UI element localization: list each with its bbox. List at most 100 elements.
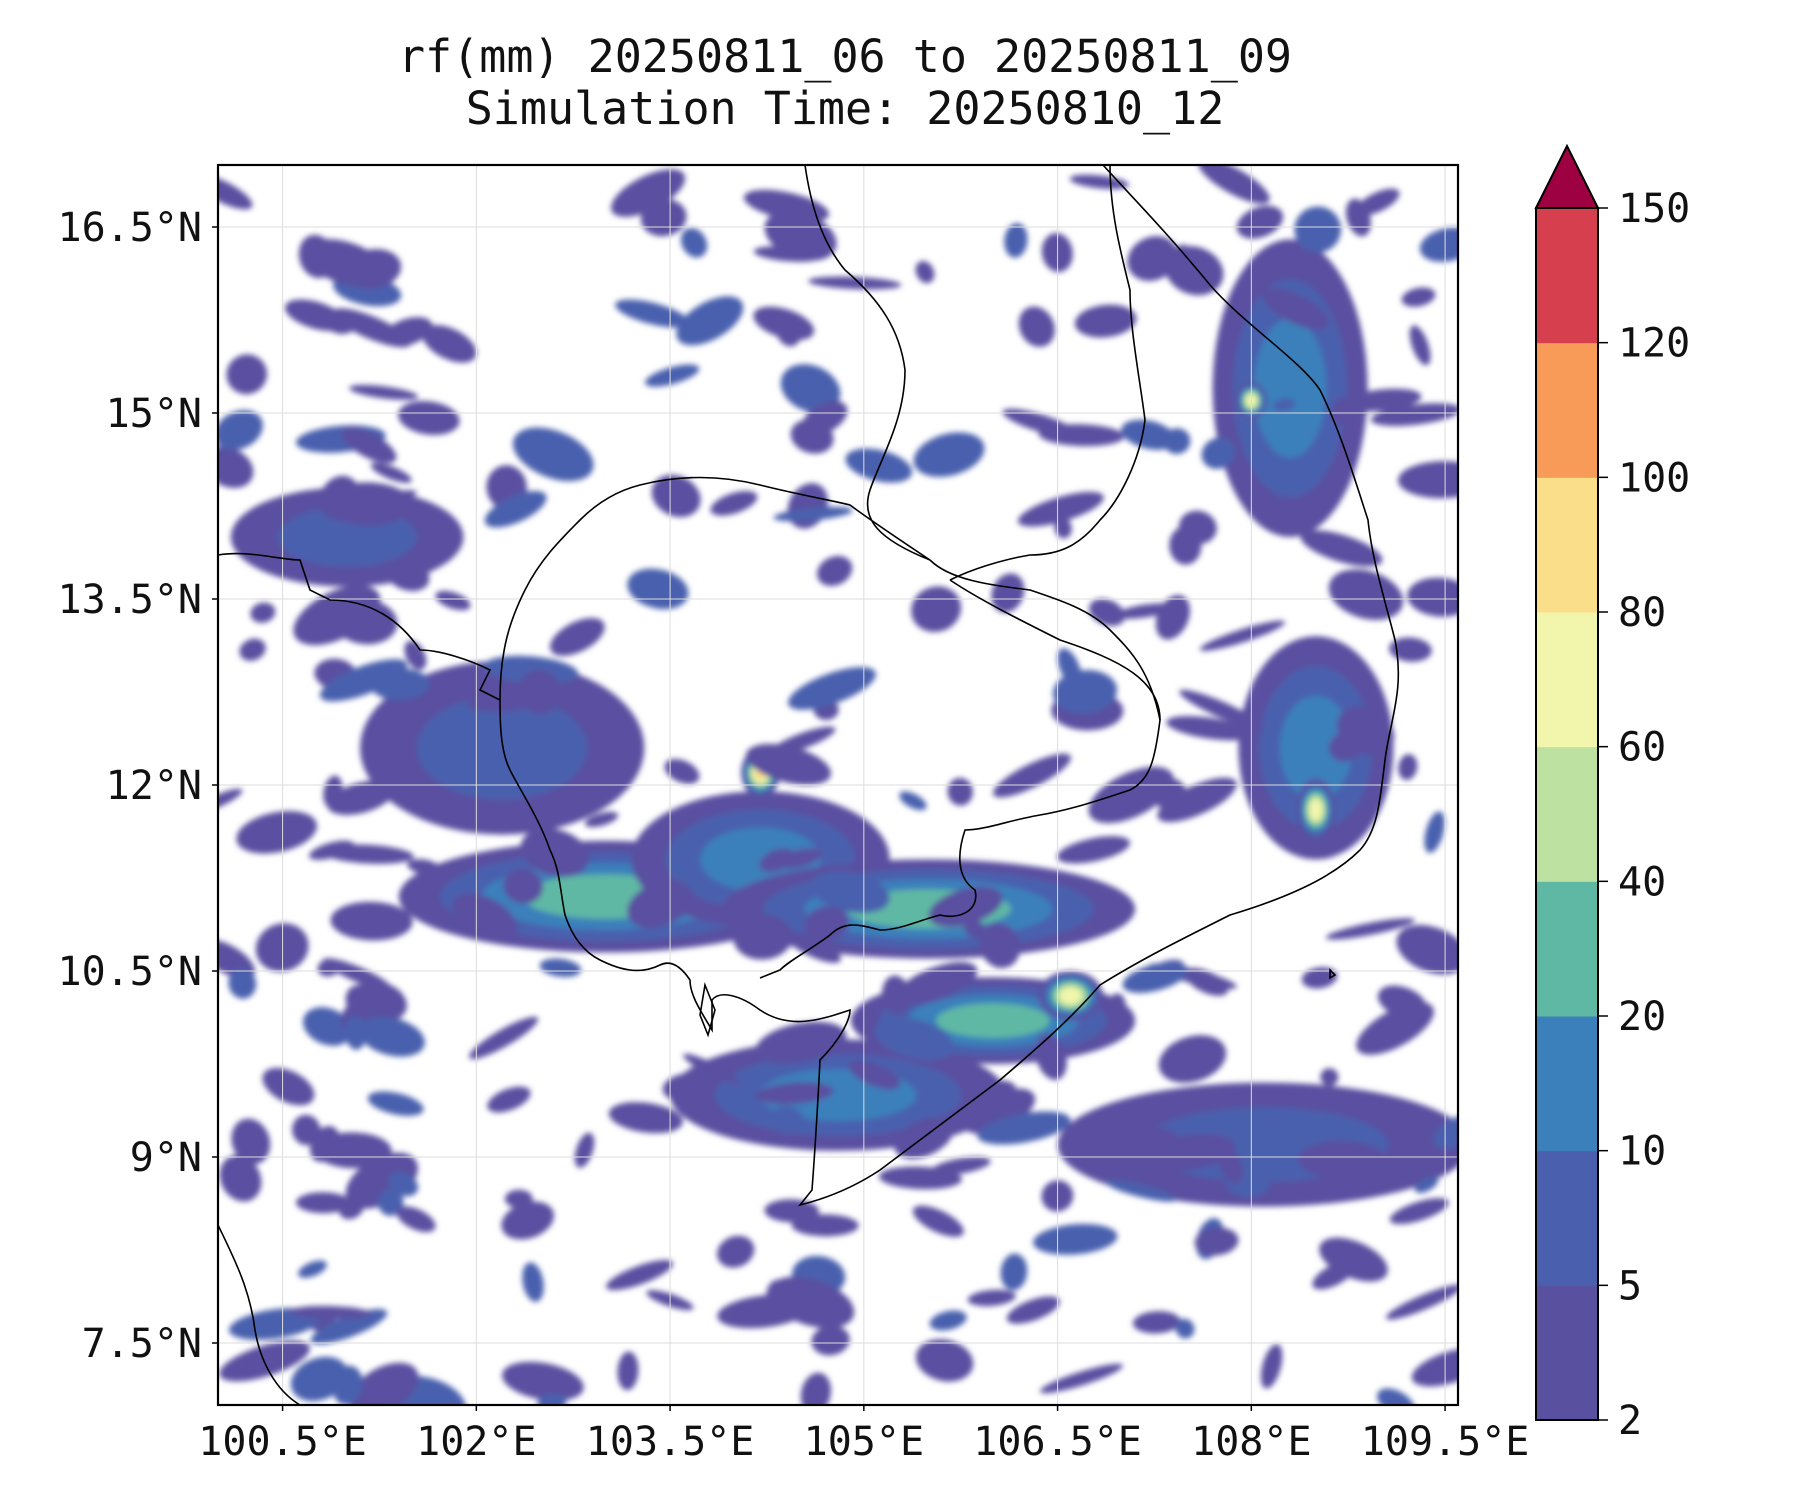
border-thailand-cambodia: [499, 476, 931, 701]
rain-speckle: [1035, 1033, 1067, 1080]
rain-speckle: [773, 506, 853, 522]
rain-speckle: [218, 174, 253, 210]
rain-speckle: [332, 1365, 363, 1405]
rain-speckle: [788, 667, 876, 710]
rain-speckle: [226, 354, 268, 395]
rain-speckle: [606, 1260, 673, 1291]
border-vietnam-laos: [949, 165, 1146, 581]
rain-speckle: [777, 848, 823, 869]
rain-speckle: [407, 859, 441, 875]
rain-speckle: [310, 1309, 388, 1345]
rain-speckle: [303, 1007, 352, 1046]
rain-speckle: [292, 1114, 321, 1146]
rain-speckle: [651, 474, 701, 518]
rain-speckle: [627, 880, 694, 929]
colorbar-tick-label: 150: [1618, 186, 1690, 232]
rain-speckle: [1328, 569, 1404, 620]
rain-speckle: [1166, 716, 1253, 741]
rain-speckle: [746, 743, 832, 786]
rain-speckle: [608, 1102, 683, 1134]
rain-speckle: [1409, 325, 1431, 366]
rain-speckle: [518, 669, 561, 715]
rain-speckle: [1163, 428, 1191, 455]
colorbar-segment: [1536, 477, 1598, 613]
rain-speckle: [1033, 1223, 1118, 1255]
rain-speckle: [452, 893, 518, 941]
rain-speckle: [915, 260, 935, 284]
rain-speckle: [288, 1305, 372, 1320]
rain-speckle: [1074, 304, 1137, 338]
lon-tick-label: 102°E: [416, 1419, 536, 1465]
rain-speckle: [874, 1017, 954, 1061]
rain-speckle: [1260, 1344, 1283, 1389]
rain-speckle: [931, 1156, 991, 1175]
rain-speckle: [1262, 288, 1330, 330]
border-laos: [804, 165, 931, 561]
lat-tick-label: 15°N: [106, 391, 202, 437]
rain-speckle: [1132, 1311, 1181, 1334]
rain-speckle: [435, 590, 471, 611]
rain-speckle: [332, 308, 411, 348]
rain-speckle: [912, 1205, 964, 1237]
rain-speckle: [1301, 967, 1338, 989]
rain-speckle: [239, 638, 266, 661]
rain-speckle: [341, 427, 397, 464]
rain-speckle: [314, 1132, 392, 1169]
rain-speckle: [1336, 706, 1395, 756]
colorbar-tick-label: 10: [1618, 1129, 1666, 1175]
colorbar-tick-label: 5: [1618, 1263, 1642, 1309]
rain-speckle: [710, 491, 758, 516]
rain-speckle: [768, 1276, 855, 1329]
rain-speckle: [780, 364, 841, 413]
rain-speckle: [522, 1262, 544, 1302]
rain-speckle: [319, 659, 408, 702]
rain-speckle: [1040, 1363, 1123, 1394]
rain-speckle: [539, 958, 582, 977]
rain-speckle: [218, 446, 254, 488]
colorbar-segment: [1536, 746, 1598, 882]
rain-speckle: [1169, 526, 1202, 565]
rain-speckle: [800, 1372, 832, 1405]
rain-speckle: [662, 1073, 706, 1101]
rainfall-field: [218, 165, 1458, 1405]
rain-speckle: [664, 758, 700, 784]
rain-speckle: [1355, 188, 1400, 216]
map-title-line-1: rf(mm) 20250811_06 to 20250811_09: [397, 30, 1293, 83]
rain-speckle: [733, 914, 793, 960]
rain-speckle: [804, 906, 850, 941]
rain-speckle: [1175, 1318, 1195, 1339]
coastline-mainland: [218, 165, 1400, 1207]
colorbar-tick-label: 100: [1618, 455, 1690, 501]
map-title-line-2: Simulation Time: 20250810_12: [465, 82, 1225, 135]
rain-speckle: [1157, 777, 1237, 823]
lat-tick-label: 10.5°N: [58, 949, 203, 995]
rain-speckle: [1300, 530, 1383, 567]
rain-speckle: [219, 1155, 262, 1202]
rain-cell-6-level-2: [1253, 318, 1327, 458]
rain-speckle: [1386, 1284, 1458, 1320]
rain-speckle: [1201, 437, 1236, 469]
rain-speckle: [358, 1016, 425, 1057]
rain-speckle: [1088, 766, 1174, 824]
rain-speckle: [386, 558, 430, 592]
latitude-tick-labels: 16.5°N 15°N 13.5°N 12°N 10.5°N 9°N 7.5°N: [58, 205, 218, 1367]
island-phu-quoc: [699, 982, 716, 1038]
rain-speckle: [845, 448, 913, 483]
rain-speckle: [296, 1192, 351, 1214]
rain-speckle: [1057, 836, 1130, 864]
island-con-dao: [1329, 968, 1337, 980]
rain-speckle: [231, 1118, 271, 1165]
rain-speckle: [309, 840, 354, 860]
colorbar-segment: [1536, 1016, 1598, 1152]
rain-cell-7-level-2: [1279, 695, 1353, 800]
rain-speckle: [1179, 689, 1265, 730]
rain-speckle: [808, 276, 902, 290]
rain-speckle: [911, 586, 962, 633]
colorbar-extend-arrow: [1534, 143, 1600, 209]
rain-speckle: [1158, 1035, 1227, 1083]
rain-speckle: [899, 791, 927, 811]
rain-speckle: [1343, 388, 1422, 412]
coastline-malay-peninsula: [218, 1224, 301, 1405]
rain-speckle: [977, 1111, 1071, 1145]
